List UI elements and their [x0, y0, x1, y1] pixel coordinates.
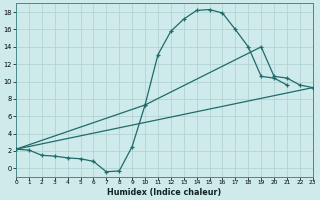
X-axis label: Humidex (Indice chaleur): Humidex (Indice chaleur): [107, 188, 221, 197]
